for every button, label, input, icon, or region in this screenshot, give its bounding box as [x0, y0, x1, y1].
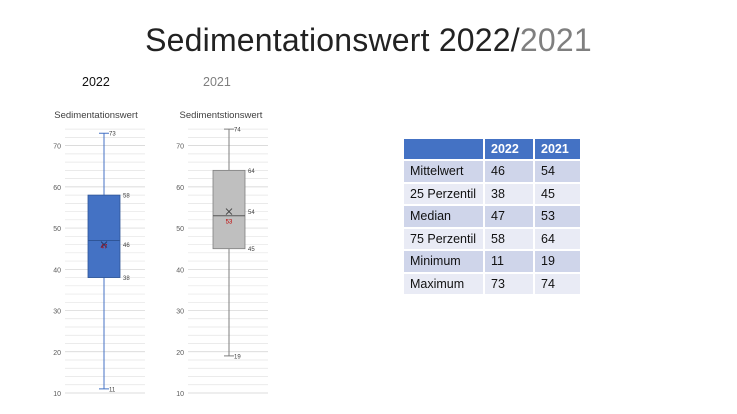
- data-label-min: 19: [234, 354, 241, 360]
- y-tick-label: 10: [176, 391, 184, 398]
- table-cell: 58: [485, 228, 533, 249]
- table-row: Mittelwert 46 54: [404, 161, 580, 182]
- table-cell: Median: [404, 206, 483, 227]
- data-label-q1: 38: [123, 276, 130, 282]
- table-cell: Mittelwert: [404, 161, 483, 182]
- data-label-q3: 58: [123, 194, 130, 200]
- data-label-median: 47: [101, 244, 108, 250]
- data-label-median: 53: [226, 220, 233, 226]
- table-cell: 47: [485, 206, 533, 227]
- title-year-2021: 2021: [519, 22, 592, 58]
- table-cell: 75 Perzentil: [404, 228, 483, 249]
- table-cell: 11: [485, 251, 533, 272]
- mean-marker: [225, 208, 233, 215]
- table-cell: 73: [485, 273, 533, 294]
- stats-table: 2022 2021 Mittelwert 46 54 25 Perzentil …: [402, 137, 582, 296]
- page-title: Sedimentationswert 2022/2021: [0, 22, 737, 59]
- data-label-min: 11: [109, 387, 116, 393]
- table-cell: 45: [535, 183, 580, 204]
- data-label-mean: 54: [248, 210, 255, 216]
- y-tick-label: 30: [176, 309, 184, 316]
- y-tick-label: 70: [176, 144, 184, 151]
- y-tick-label: 20: [53, 350, 61, 357]
- table-cell: 64: [535, 228, 580, 249]
- table-row: 75 Perzentil 58 64: [404, 228, 580, 249]
- y-tick-label: 20: [176, 350, 184, 357]
- title-main: Sedimentationswert 2022/: [145, 22, 520, 58]
- y-tick-label: 30: [53, 309, 61, 316]
- data-label-q1: 45: [248, 247, 255, 253]
- table-row: Maximum 73 74: [404, 273, 580, 294]
- table-cell: 74: [535, 273, 580, 294]
- table-row: Median 47 53: [404, 206, 580, 227]
- y-tick-label: 10: [53, 391, 61, 398]
- table-row: 25 Perzentil 38 45: [404, 183, 580, 204]
- table-cell: 54: [535, 161, 580, 182]
- table-cell: 19: [535, 251, 580, 272]
- table-row: Minimum 11 19: [404, 251, 580, 272]
- y-tick-label: 70: [53, 144, 61, 151]
- table-cell: 46: [485, 161, 533, 182]
- y-tick-label: 60: [176, 185, 184, 192]
- table-header-cell: 2022: [485, 139, 533, 159]
- y-tick-label: 50: [176, 226, 184, 233]
- data-label-max: 74: [234, 128, 241, 134]
- iqr-box: [87, 194, 121, 278]
- year-label-2021: 2021: [203, 75, 231, 89]
- y-tick-label: 40: [53, 267, 61, 274]
- table-cell: Maximum: [404, 273, 483, 294]
- table-header-row: 2022 2021: [404, 139, 580, 159]
- table-cell: 25 Perzentil: [404, 183, 483, 204]
- table-header-cell: [404, 139, 483, 159]
- table-cell: 53: [535, 206, 580, 227]
- y-tick-label: 50: [53, 226, 61, 233]
- table-cell: 38: [485, 183, 533, 204]
- table-header-cell: 2021: [535, 139, 580, 159]
- mean-marker: [100, 241, 108, 248]
- year-label-2022: 2022: [82, 75, 110, 89]
- chart-title: Sedimentstionswert: [180, 110, 263, 121]
- y-tick-label: 40: [176, 267, 184, 274]
- chart-title: Sedimentationswert: [54, 110, 138, 121]
- y-tick-label: 60: [53, 185, 61, 192]
- data-label-mean: 46: [123, 243, 130, 249]
- data-label-q3: 64: [248, 169, 255, 175]
- data-label-max: 73: [109, 132, 116, 138]
- table-cell: Minimum: [404, 251, 483, 272]
- iqr-box: [212, 169, 246, 250]
